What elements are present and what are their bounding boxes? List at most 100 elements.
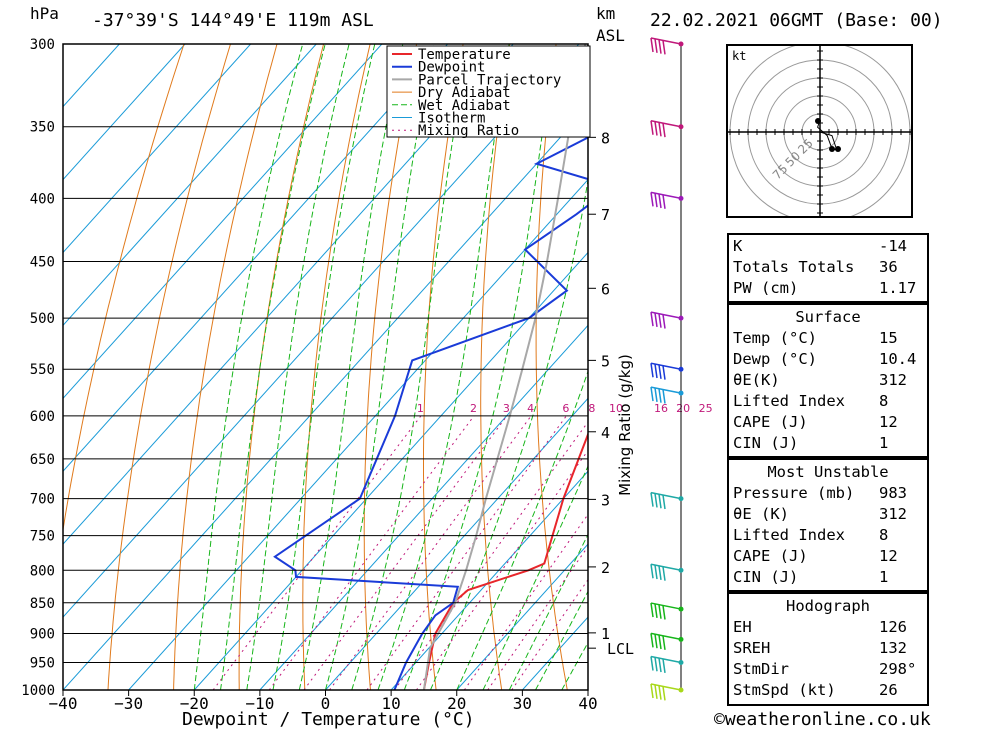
y-tick-label: 350 (30, 120, 55, 136)
surface-table: Temp (°C) 15 Dewp (°C) 10.4 θE(K) 312 Lifted I… (729, 328, 927, 454)
isotherm-line (390, 470, 588, 690)
isotherm-line (259, 324, 588, 690)
wind-barb-feather (658, 313, 662, 328)
isotherm-line (193, 251, 588, 690)
km-tick-label: 5 (601, 352, 610, 370)
index-row: CAPE (J) 12 (729, 546, 927, 567)
km-tick-label: 6 (601, 280, 610, 298)
wind-barb-feather (654, 121, 658, 136)
wet-adiabat (272, 44, 376, 690)
wet-adiabat (535, 590, 588, 690)
wet-adiabat (482, 464, 588, 690)
isotherm-line (63, 44, 252, 254)
x-tick-label: 40 (578, 694, 597, 713)
wind-barb-feather (662, 566, 666, 581)
km-tick-label: 8 (601, 129, 610, 147)
wind-barb-feather (650, 602, 654, 618)
wind-barb-feather (654, 657, 658, 672)
wind-barb-feather (650, 120, 654, 135)
index-row: Totals Totals 36 (729, 257, 927, 278)
wind-barb-feather (662, 605, 666, 620)
index-label: SREH (733, 639, 771, 657)
index-label: StmDir (733, 660, 789, 678)
y-tick-label: 500 (30, 311, 55, 327)
index-label: Totals Totals (733, 258, 855, 276)
isotherm-line (63, 44, 514, 545)
mixing-ratio-tick: 16 (654, 402, 668, 415)
most-unstable-table: Pressure (mb) 983 θE (K) 312 Lifted Index 8 CA… (729, 483, 927, 588)
y-tick-label: 1000 (21, 683, 55, 699)
index-row: EH 126 (729, 617, 927, 638)
y-tick-label: 950 (30, 655, 55, 671)
index-row: StmDir 298° (729, 659, 927, 680)
wind-barb-feather (662, 494, 666, 510)
wind-barb-feather (662, 194, 666, 209)
wind-barb-feather (658, 657, 662, 673)
index-label: CIN (J) (733, 434, 799, 452)
legend-label: Parcel Trajectory (418, 72, 561, 88)
index-label: Pressure (mb) (733, 484, 855, 502)
height-axis-unit: km (596, 4, 616, 23)
x-axis-label: Dewpoint / Temperature (°C) (182, 709, 475, 730)
location-title: -37°39'S 144°49'E 119m ASL (92, 10, 374, 31)
wind-barb-feather (658, 494, 662, 509)
wind-barb-dot (678, 124, 684, 130)
surface-panel: Surface Temp (°C) 15 Dewp (°C) 10.4 θE(K) 312… (727, 303, 929, 458)
surface-title: Surface (795, 308, 861, 326)
isotherm-line (128, 178, 588, 690)
wind-barb-feather (654, 38, 658, 53)
km-tick-label: 1 (601, 625, 610, 643)
index-label: CAPE (J) (733, 413, 808, 431)
index-label: Dewp (°C) (733, 350, 817, 368)
wind-barb-shaft (650, 311, 682, 319)
index-value: 312 (879, 505, 907, 523)
wet-adiabat (403, 44, 556, 690)
wind-barb-feather (654, 564, 658, 580)
isotherm-line (63, 44, 186, 181)
dry-adiabat (975, 44, 1000, 690)
hodograph-ring-label: 25 (795, 136, 816, 157)
index-row: Temp (°C) 15 (729, 328, 927, 349)
wind-barb-shaft (650, 386, 682, 394)
isotherm-line (63, 44, 383, 400)
mixing-ratio-tick: 1 (417, 402, 424, 415)
wind-barb-feather (658, 634, 662, 650)
mixing-ratio-tick: 3 (503, 402, 510, 415)
hodograph-storm-marker (835, 146, 841, 152)
wind-barb-shaft (650, 37, 682, 45)
wind-barb-shaft (650, 563, 682, 572)
wind-barb-feather (658, 604, 662, 619)
wind-barb (650, 191, 682, 209)
index-value: 15 (879, 329, 898, 347)
height-axis-ref: ASL (596, 26, 625, 45)
wind-barb (650, 311, 682, 329)
legend-label: Temperature (418, 47, 511, 63)
x-tick-label: −10 (245, 694, 274, 713)
wind-barb-feather (654, 603, 658, 618)
index-label: Temp (°C) (733, 329, 817, 347)
index-row: CIN (J) 1 (729, 567, 927, 588)
y-tick-label: 550 (30, 362, 55, 378)
wind-barb-shaft (650, 191, 682, 200)
wet-adiabat (193, 44, 304, 690)
index-label: CAPE (J) (733, 547, 808, 565)
km-tick-label: 7 (601, 206, 610, 224)
mixing-ratio-line (268, 415, 475, 690)
index-value: 26 (879, 681, 898, 699)
wind-barb-feather (654, 193, 658, 208)
legend-label: Dry Adiabat (418, 85, 511, 101)
index-value: -14 (879, 237, 907, 255)
index-value: 983 (879, 484, 907, 502)
wind-barb-shaft (650, 491, 682, 500)
wind-barb-feather (662, 123, 666, 138)
wind-barb-feather (658, 364, 662, 379)
wind-barb-feather (662, 40, 666, 55)
index-label: StmSpd (kt) (733, 681, 836, 699)
index-row: CAPE (J) 12 (729, 412, 927, 433)
most-unstable-panel: Most Unstable Pressure (mb) 983 θE (K) 312 L… (727, 458, 929, 592)
index-label: θE(K) (733, 371, 780, 389)
index-value: 132 (879, 639, 907, 657)
index-value: 1 (879, 568, 889, 586)
wind-barb-feather (658, 685, 662, 700)
